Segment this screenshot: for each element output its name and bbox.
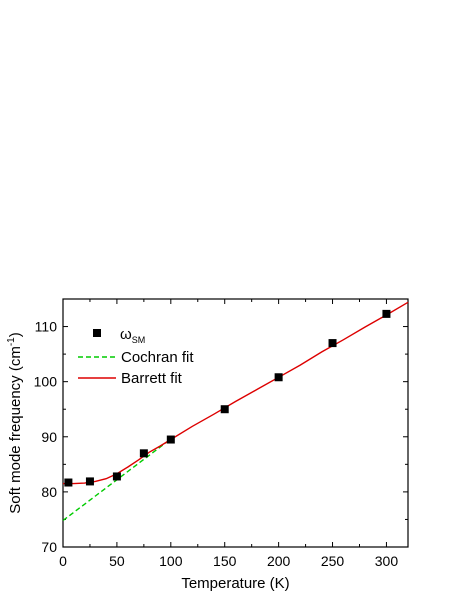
x-tick-label: 50 — [109, 553, 125, 569]
legend-label-omega-sub: SM — [132, 335, 146, 345]
legend-label-omega-main: ω — [120, 326, 132, 343]
x-tick-label: 0 — [59, 553, 67, 569]
x-tick-label: 250 — [321, 553, 345, 569]
barrett-fit-line — [63, 301, 409, 485]
plot-border — [62, 298, 409, 548]
y-tick-label: 70 — [41, 539, 57, 555]
x-tick-label: 300 — [375, 553, 399, 569]
y-axis-ticks: 70 80 90 100 110 — [34, 298, 408, 555]
y-tick-label: 80 — [41, 484, 57, 500]
y-axis-title-main: Soft mode frequency (cm — [7, 346, 24, 514]
x-tick-label: 150 — [213, 553, 237, 569]
legend-label-cochran: Cochran fit — [121, 349, 194, 366]
x-tick-label: 100 — [159, 553, 183, 569]
data-point-omega-sm — [382, 309, 391, 318]
data-point-omega-sm — [166, 435, 175, 444]
legend-label-barrett: Barrett fit — [121, 370, 183, 387]
y-axis-title-close: ) — [7, 332, 24, 337]
y-axis-title: Soft mode frequency (cm-1) — [6, 332, 24, 513]
legend: ωSM Cochran fit Barrett fit — [78, 326, 194, 387]
series-layer — [62, 301, 409, 522]
x-axis-title: Temperature (K) — [181, 575, 289, 592]
y-tick-label: 100 — [34, 374, 58, 390]
legend-marker-square — [93, 329, 101, 337]
legend-label-omega-sm: ωSM — [120, 326, 145, 345]
x-axis-ticks: 0 50 100 150 200 250 300 — [59, 299, 398, 569]
y-tick-label: 110 — [35, 319, 58, 335]
y-axis-title-sup: -1 — [6, 337, 17, 346]
plot-frame — [62, 298, 409, 548]
data-point-omega-sm — [64, 478, 73, 487]
data-point-omega-sm — [139, 449, 148, 458]
data-point-omega-sm — [85, 477, 94, 486]
data-point-omega-sm — [328, 339, 337, 348]
data-point-omega-sm — [220, 405, 229, 414]
y-tick-label: 90 — [41, 429, 57, 445]
data-point-omega-sm — [112, 472, 121, 481]
data-point-omega-sm — [274, 373, 283, 382]
x-tick-label: 200 — [267, 553, 291, 569]
